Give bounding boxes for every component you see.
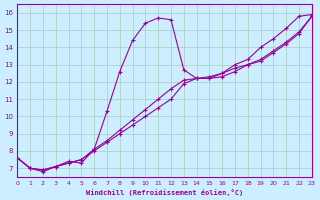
- X-axis label: Windchill (Refroidissement éolien,°C): Windchill (Refroidissement éolien,°C): [86, 189, 243, 196]
